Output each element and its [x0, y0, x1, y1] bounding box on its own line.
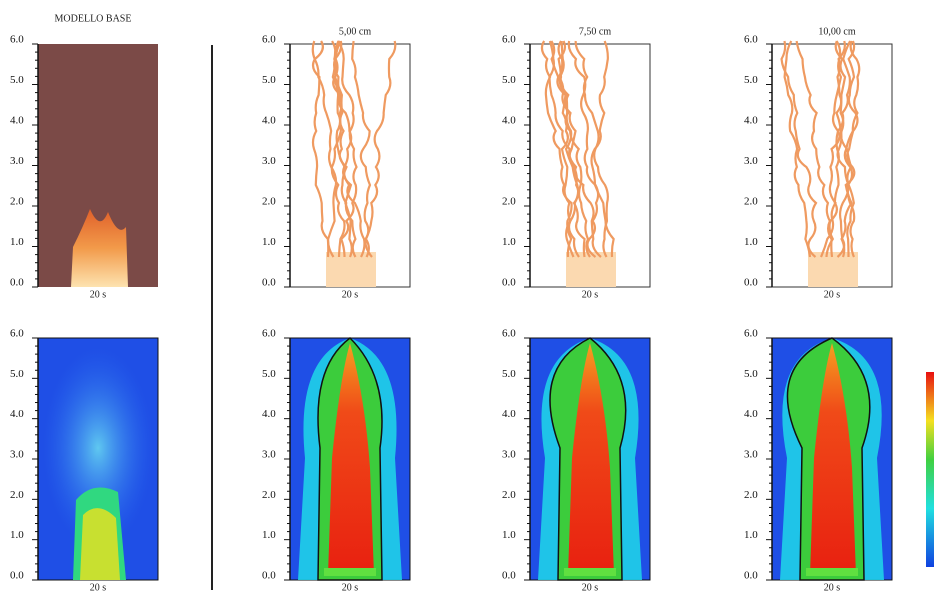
y-tick-label: 0.0	[262, 277, 276, 289]
y-tick-label: 2.0	[502, 196, 516, 208]
y-tick-label: 4.0	[744, 115, 758, 127]
y-tick-label: 0.0	[744, 277, 758, 289]
y-tick-label: 4.0	[502, 115, 516, 127]
panel: 0.0 1.0 2.0 3.0 4.0 5.0 6.0 20 s	[262, 34, 410, 301]
panel: 0.0 1.0 2.0 3.0 4.0 5.0 6.0 20 s	[262, 328, 410, 594]
y-tick-label: 6.0	[10, 34, 24, 46]
y-tick-label: 1.0	[744, 529, 758, 541]
y-tick-label: 0.0	[10, 277, 24, 289]
y-tick-label: 3.0	[10, 155, 24, 167]
y-tick-label: 4.0	[10, 408, 24, 420]
time-label: 20 s	[90, 582, 107, 593]
colorbar	[926, 372, 934, 567]
time-label: 20 s	[90, 289, 107, 300]
y-tick-label: 4.0	[744, 408, 758, 420]
y-tick-label: 2.0	[744, 196, 758, 208]
y-tick-label: 2.0	[262, 489, 276, 501]
y-tick-label: 5.0	[502, 368, 516, 380]
y-tick-label: 2.0	[262, 196, 276, 208]
column-title: MODELLO BASE	[55, 13, 132, 24]
y-tick-label: 4.0	[262, 115, 276, 127]
y-tick-label: 2.0	[10, 196, 24, 208]
y-tick-label: 5.0	[744, 368, 758, 380]
y-tick-label: 1.0	[10, 529, 24, 541]
flame-base	[566, 252, 616, 287]
y-tick-label: 6.0	[262, 34, 276, 46]
y-tick-label: 5.0	[10, 368, 24, 380]
flame-base	[806, 568, 858, 576]
panel: 0.0 1.0 2.0 3.0 4.0 5.0 6.0 20 s	[744, 34, 892, 301]
column-title: 5,00 cm	[339, 26, 371, 37]
y-tick-label: 6.0	[10, 328, 24, 340]
y-tick-label: 3.0	[262, 449, 276, 461]
y-tick-label: 1.0	[502, 529, 516, 541]
panel: 0.0 1.0 2.0 3.0 4.0 5.0 6.0 20 s	[10, 34, 158, 301]
y-tick-label: 6.0	[744, 328, 758, 340]
y-tick-label: 6.0	[262, 328, 276, 340]
y-tick-label: 0.0	[502, 277, 516, 289]
y-tick-label: 5.0	[744, 74, 758, 86]
y-tick-label: 5.0	[502, 74, 516, 86]
y-tick-label: 3.0	[744, 449, 758, 461]
y-tick-label: 0.0	[502, 570, 516, 582]
y-tick-label: 6.0	[502, 34, 516, 46]
y-tick-label: 1.0	[744, 236, 758, 248]
y-tick-label: 2.0	[10, 489, 24, 501]
y-tick-label: 0.0	[262, 570, 276, 582]
flame-base	[324, 568, 376, 576]
column-title: 10,00 cm	[818, 26, 855, 37]
y-tick-label: 5.0	[10, 74, 24, 86]
y-tick-label: 0.0	[10, 570, 24, 582]
time-label: 20 s	[824, 582, 841, 593]
figure: MODELLO BASE0.01.02.03.04.05.06.020 s0.0…	[0, 0, 934, 595]
y-tick-label: 6.0	[744, 34, 758, 46]
time-label: 20 s	[342, 289, 359, 300]
y-tick-label: 1.0	[502, 236, 516, 248]
y-tick-label: 3.0	[10, 449, 24, 461]
time-label: 20 s	[582, 289, 599, 300]
time-label: 20 s	[824, 289, 841, 300]
y-tick-label: 3.0	[502, 155, 516, 167]
column-title: 7,50 cm	[579, 26, 611, 37]
flame-core	[80, 508, 120, 580]
y-tick-label: 2.0	[744, 489, 758, 501]
y-tick-label: 3.0	[262, 155, 276, 167]
flame-base	[808, 252, 858, 287]
y-tick-label: 1.0	[10, 236, 24, 248]
flame-base	[564, 568, 616, 576]
y-tick-label: 4.0	[10, 115, 24, 127]
panel: 0.0 1.0 2.0 3.0 4.0 5.0 6.0 20 s	[10, 328, 158, 594]
y-tick-label: 5.0	[262, 368, 276, 380]
y-tick-label: 4.0	[262, 408, 276, 420]
time-label: 20 s	[582, 582, 599, 593]
y-tick-label: 4.0	[502, 408, 516, 420]
time-label: 20 s	[342, 582, 359, 593]
panel: 0.0 1.0 2.0 3.0 4.0 5.0 6.0 20 s	[744, 328, 892, 594]
panel: 0.0 1.0 2.0 3.0 4.0 5.0 6.0 20 s	[502, 328, 650, 594]
y-tick-label: 6.0	[502, 328, 516, 340]
panel-bg	[290, 44, 410, 287]
y-tick-label: 2.0	[502, 489, 516, 501]
y-tick-label: 3.0	[502, 449, 516, 461]
y-tick-label: 5.0	[262, 74, 276, 86]
panel: 0.0 1.0 2.0 3.0 4.0 5.0 6.0 20 s	[502, 34, 650, 301]
y-tick-label: 1.0	[262, 529, 276, 541]
y-tick-label: 0.0	[744, 570, 758, 582]
y-tick-label: 1.0	[262, 236, 276, 248]
y-tick-label: 3.0	[744, 155, 758, 167]
